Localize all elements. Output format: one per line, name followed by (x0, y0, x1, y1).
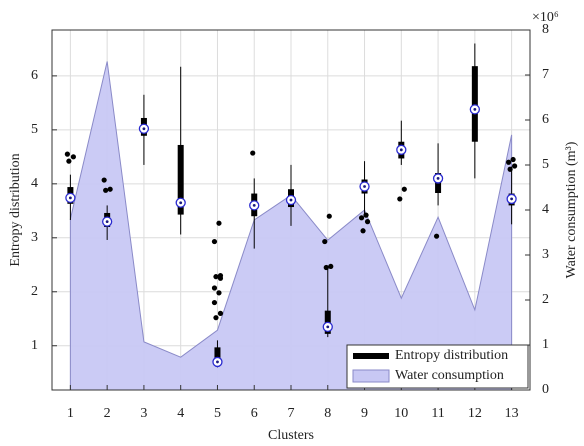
median-dot (179, 201, 183, 205)
y2-tick-label: 8 (542, 22, 549, 37)
y-tick-label: 1 (31, 338, 38, 353)
outlier (66, 158, 72, 164)
outlier (363, 212, 369, 218)
outlier (506, 159, 512, 165)
y-tick-label: 3 (31, 230, 38, 245)
median-dot (326, 325, 330, 329)
outlier (64, 151, 70, 157)
y-tick-label: 6 (31, 68, 38, 83)
outlier (70, 154, 76, 160)
y-tick-label: 2 (31, 284, 38, 299)
x-tick-label: 9 (361, 406, 368, 421)
outlier (211, 238, 218, 245)
y-tick-label: 5 (31, 122, 38, 137)
y2-tick-label: 1 (542, 337, 549, 352)
y2-tick-label: 4 (542, 202, 549, 217)
outlier (250, 150, 256, 156)
x-tick-label: 5 (214, 406, 221, 421)
outlier (323, 264, 329, 271)
median-dot (363, 185, 366, 188)
outlier (107, 186, 113, 192)
outlier (322, 238, 328, 245)
outlier (216, 220, 222, 226)
x-tick-label: 6 (251, 406, 258, 421)
outlier (397, 196, 403, 202)
outlier (364, 219, 371, 225)
outlier (213, 274, 219, 280)
y2-tick-label: 7 (542, 67, 549, 82)
outlier (512, 163, 518, 169)
box (177, 144, 184, 215)
median-dot (473, 107, 477, 111)
y2-tick-label: 0 (542, 382, 549, 397)
outlier (328, 263, 334, 270)
y2-tick-label: 3 (542, 247, 549, 262)
median-dot (289, 198, 293, 202)
median-dot (436, 177, 440, 180)
legend-label: Entropy distribution (395, 348, 508, 363)
outlier (103, 187, 109, 193)
y2-tick-label: 6 (542, 112, 549, 127)
outlier (360, 228, 366, 234)
y-axis-label: Entropy distribution (8, 153, 23, 266)
outlier (213, 315, 219, 321)
x-tick-label: 8 (324, 406, 331, 421)
y2-tick-label: 2 (542, 292, 549, 307)
y-tick-label: 4 (31, 176, 38, 191)
outlier (216, 290, 222, 296)
box (214, 347, 221, 362)
median-dot (510, 197, 514, 201)
box (471, 66, 478, 142)
outlier (101, 177, 107, 183)
x-tick-label: 4 (177, 406, 184, 421)
x-tick-label: 13 (505, 406, 519, 421)
median-dot (216, 360, 219, 364)
legend-swatch (352, 369, 390, 383)
x-tick-label: 10 (394, 406, 408, 421)
median-dot (399, 148, 403, 152)
outlier (507, 166, 513, 172)
median-dot (142, 127, 146, 131)
median-dot (105, 220, 109, 224)
y2-tick-label: 5 (542, 157, 549, 172)
x-tick-label: 2 (104, 406, 111, 421)
x-axis-label: Clusters (268, 428, 314, 443)
median-dot (68, 196, 72, 200)
outlier (358, 215, 365, 221)
outlier (401, 186, 407, 192)
x-tick-label: 1 (67, 406, 74, 421)
median-dot (252, 204, 256, 207)
outlier (510, 156, 516, 163)
y2-axis-label: Water consumption (m³) (564, 141, 579, 278)
outlier (211, 285, 218, 291)
x-tick-label: 11 (431, 406, 444, 421)
x-tick-label: 7 (288, 406, 295, 421)
outlier (211, 299, 218, 306)
x-tick-label: 3 (140, 406, 147, 421)
legend-label: Water consumption (395, 368, 504, 383)
outlier (217, 272, 224, 279)
outlier (326, 213, 332, 219)
x-tick-label: 12 (468, 406, 482, 421)
y2-exponent: ×10⁶ (532, 10, 559, 25)
outlier (433, 233, 440, 239)
outlier (217, 310, 224, 316)
